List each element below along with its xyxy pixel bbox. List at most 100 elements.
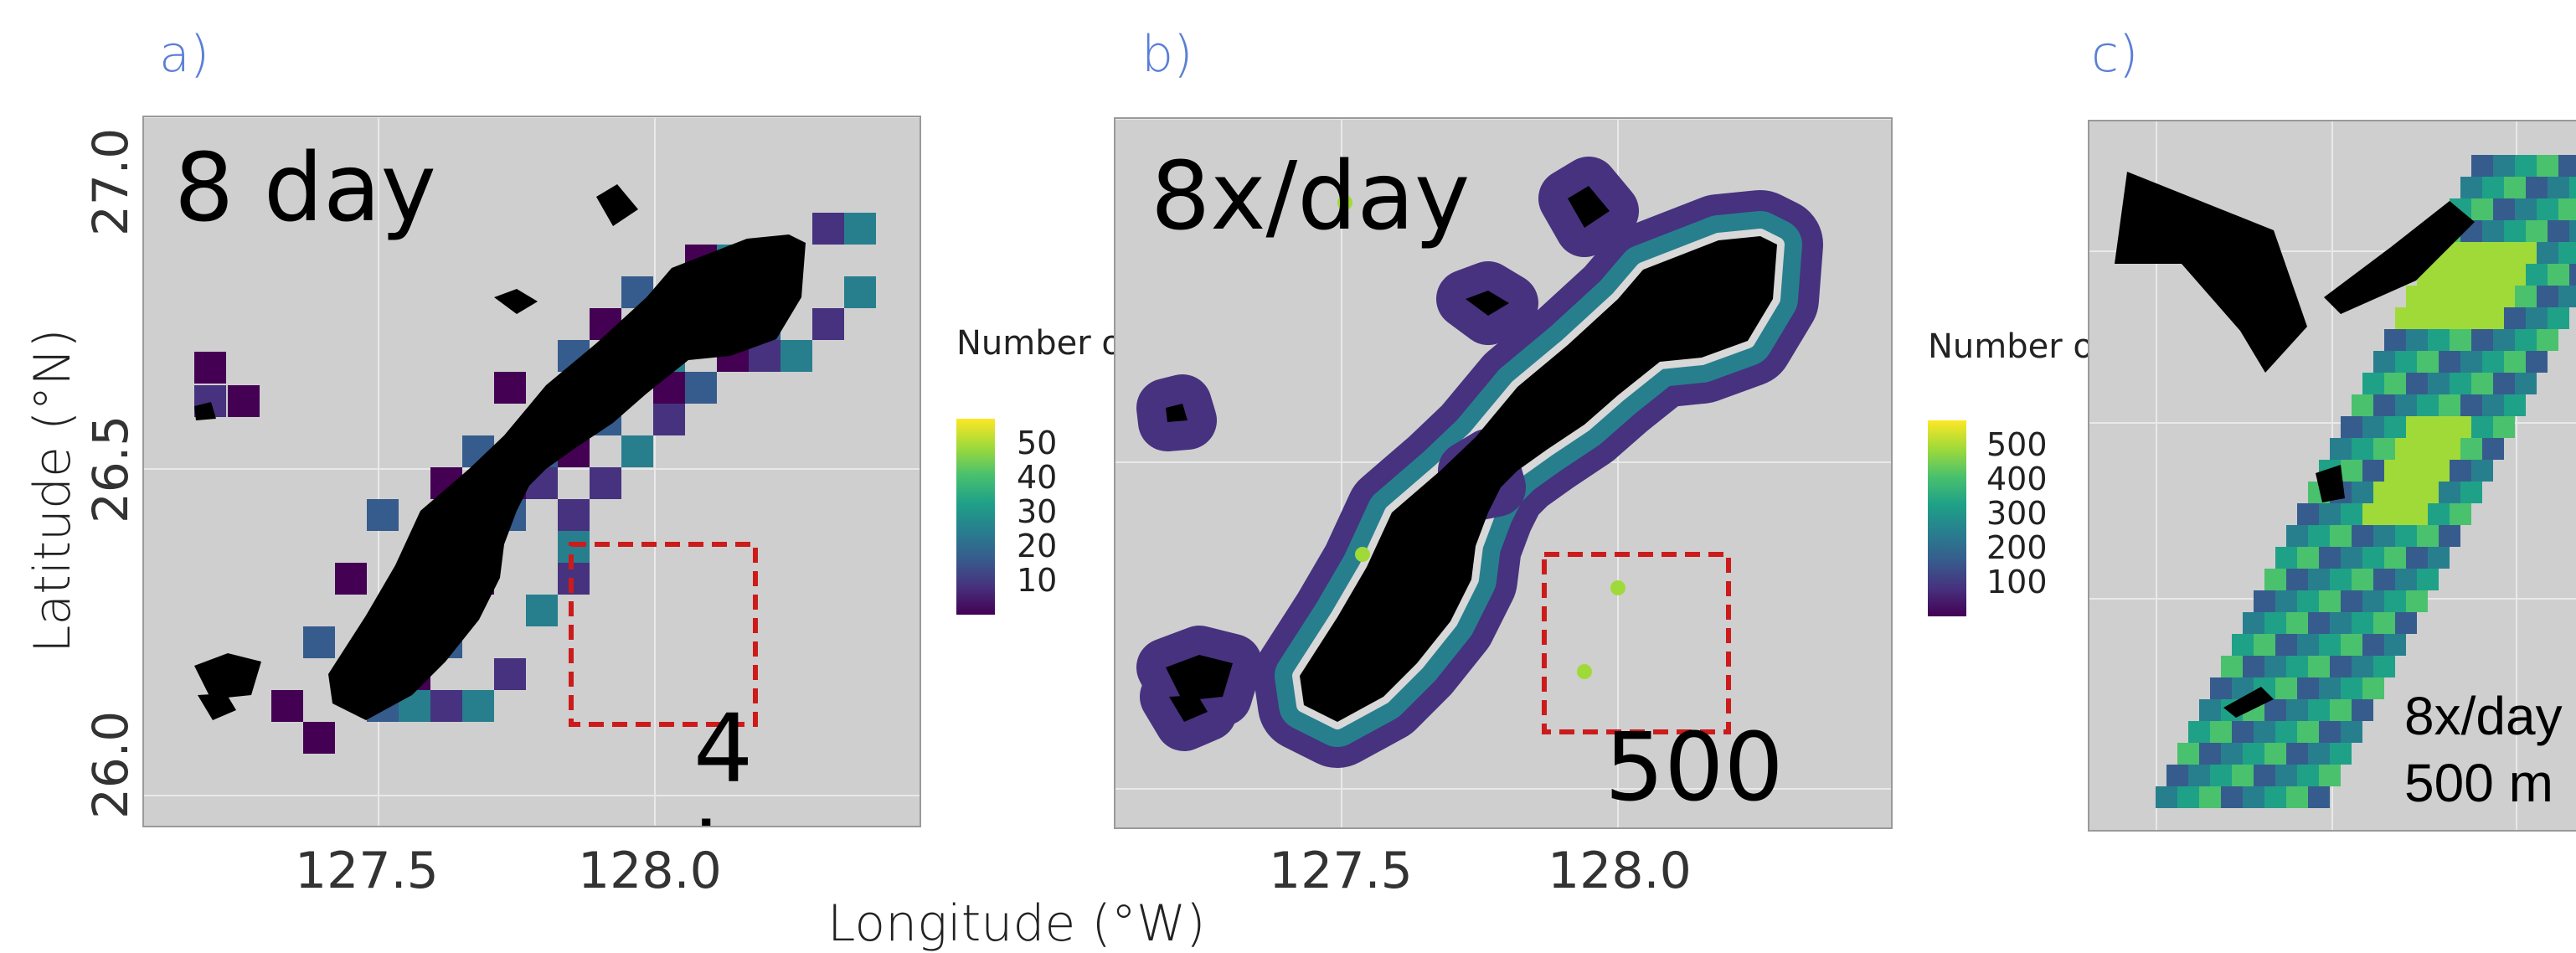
event-cell — [2330, 743, 2352, 765]
event-cell — [2548, 220, 2569, 242]
event-cell — [2460, 394, 2482, 416]
event-cell — [2308, 612, 2330, 634]
event-cell — [2319, 590, 2341, 612]
event-cell — [303, 626, 335, 658]
event-cell — [2199, 699, 2221, 721]
event-cell — [2439, 351, 2460, 373]
event-cell — [2526, 351, 2548, 373]
event-cell — [2254, 721, 2275, 743]
event-cell — [2395, 438, 2417, 460]
event-cell — [2493, 416, 2515, 438]
event-cell — [2308, 743, 2330, 765]
event-cell — [2275, 634, 2297, 656]
event-cell — [2341, 721, 2362, 743]
event-cell — [2450, 460, 2471, 482]
event-cell — [2297, 765, 2319, 786]
small-island — [1166, 404, 1188, 422]
event-cell — [2526, 177, 2548, 198]
small-island — [494, 289, 538, 314]
event-cell — [2450, 373, 2471, 394]
event-cell — [2537, 286, 2558, 307]
legend-tick: 300 — [1986, 495, 2048, 532]
event-cell — [2188, 765, 2210, 786]
event-cell — [494, 658, 526, 690]
event-cell — [2406, 503, 2428, 525]
event-cell — [844, 213, 876, 245]
event-cell — [2460, 307, 2482, 329]
small-island — [198, 693, 236, 720]
event-cell — [2569, 264, 2576, 286]
event-cell — [2460, 438, 2482, 460]
event-cell — [2384, 634, 2406, 656]
event-cell — [2188, 721, 2210, 743]
event-cell — [2460, 264, 2482, 286]
event-cell — [2319, 721, 2341, 743]
event-cell — [2373, 656, 2395, 677]
event-cell — [2384, 460, 2406, 482]
event-cell — [2308, 656, 2330, 677]
event-cell — [2493, 373, 2515, 394]
event-cell — [2482, 220, 2504, 242]
small-island — [1166, 655, 1233, 701]
event-cell — [2352, 699, 2373, 721]
event-cell — [2558, 286, 2576, 307]
event-cell — [2395, 394, 2417, 416]
event-cell — [2297, 634, 2319, 656]
event-cell — [2297, 590, 2319, 612]
event-cell — [2460, 177, 2482, 198]
event-cell — [2395, 525, 2417, 547]
event-cell — [2156, 786, 2177, 808]
event-cell — [2406, 590, 2428, 612]
event-cell — [462, 690, 494, 722]
event-cell — [2493, 242, 2515, 264]
event-cell — [2319, 677, 2341, 699]
y-axis-title: Latitude (°N) — [23, 328, 82, 653]
event-cell — [2558, 242, 2576, 264]
event-cell — [2526, 264, 2548, 286]
event-cell — [2319, 765, 2341, 786]
event-cell — [2330, 438, 2352, 460]
legend-tick: 30 — [1017, 493, 1058, 530]
event-cell — [2558, 198, 2576, 220]
event-cell — [2384, 547, 2406, 569]
event-cell — [590, 467, 621, 499]
event-cell — [2352, 525, 2373, 547]
small-island — [194, 653, 261, 699]
event-cell — [2482, 394, 2504, 416]
event-cell — [2352, 438, 2373, 460]
event-cell — [621, 435, 653, 467]
event-cell — [2471, 155, 2493, 177]
event-cell — [2373, 482, 2395, 503]
event-cell — [2428, 286, 2450, 307]
event-cell — [685, 372, 717, 404]
x-tick-label: 127.5 — [295, 842, 439, 900]
legend-tick: 40 — [1017, 459, 1058, 496]
legend-tick: 50 — [1017, 425, 1058, 461]
event-cell — [2210, 721, 2232, 743]
event-cell — [2482, 351, 2504, 373]
event-cell — [2450, 242, 2471, 264]
temporal-resolution-label: 8 day — [174, 134, 436, 243]
event-cell — [2395, 482, 2417, 503]
event-cell — [558, 499, 590, 531]
panel-a-map: 8 day 4 km — [142, 116, 921, 827]
event-cell — [2395, 569, 2417, 590]
spatial-resolution-label: 4 km — [693, 695, 839, 826]
event-cell — [2221, 743, 2243, 765]
event-cell — [2471, 416, 2493, 438]
small-island — [496, 456, 525, 490]
event-cell — [2504, 351, 2526, 373]
x-tick-label: 128.0 — [1548, 842, 1692, 900]
small-island — [1466, 291, 1509, 316]
panel-a-letter: a) — [159, 25, 210, 84]
small-island — [194, 402, 216, 420]
y-tick-label: 26.0 — [82, 710, 139, 819]
panel-c-svg — [2089, 121, 2576, 830]
event-cell — [2264, 743, 2286, 765]
event-cell — [2177, 786, 2199, 808]
event-cell — [2439, 525, 2460, 547]
small-island — [1467, 458, 1497, 492]
event-cell — [2210, 677, 2232, 699]
event-cell — [2439, 438, 2460, 460]
event-cell — [228, 385, 260, 417]
